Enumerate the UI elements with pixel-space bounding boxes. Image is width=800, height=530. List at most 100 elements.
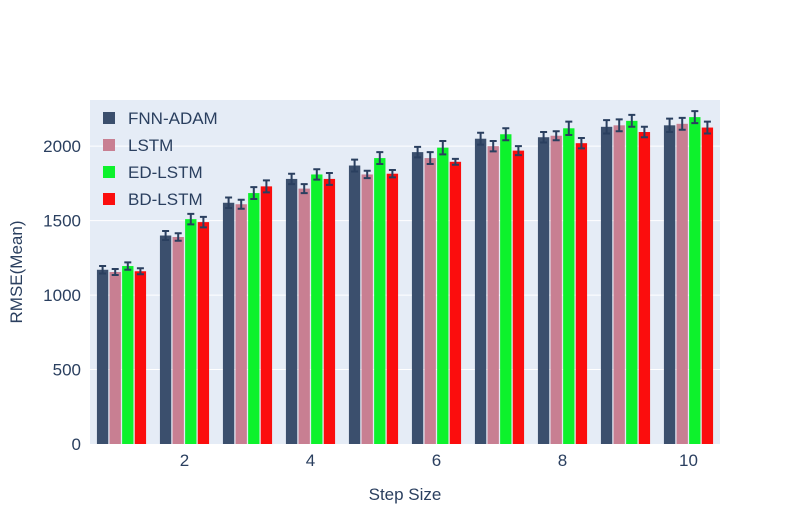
y-tick-label: 0 — [72, 435, 81, 454]
bar-lstm — [298, 188, 310, 444]
error-bar — [174, 232, 182, 242]
bar-fnn-adam — [222, 202, 235, 444]
bar-bd-lstm — [575, 143, 588, 444]
bars — [96, 117, 714, 445]
error-bar — [300, 183, 308, 195]
bar-ed-lstm — [185, 219, 197, 444]
x-tick-label: 4 — [306, 451, 315, 470]
error-bar — [540, 131, 548, 144]
x-axis-ticks: 2 4 6 8 10 — [180, 451, 698, 470]
bar-ed-lstm — [563, 128, 575, 444]
error-bar — [237, 198, 245, 210]
legend-swatch — [103, 166, 115, 178]
bar-bd-lstm — [323, 178, 336, 445]
error-bar — [325, 171, 333, 186]
error-bar — [451, 157, 459, 166]
bar-ed-lstm — [311, 174, 323, 445]
legend-swatch — [103, 193, 115, 205]
bar-bd-lstm — [197, 222, 210, 444]
bar-lstm — [424, 158, 436, 444]
bar-bd-lstm — [260, 186, 273, 444]
bar-ed-lstm — [689, 117, 701, 444]
bar-ed-lstm — [500, 134, 512, 444]
x-tick-label: 10 — [679, 451, 698, 470]
legend-swatch — [103, 112, 115, 124]
error-bar — [678, 116, 686, 131]
error-bar — [552, 130, 560, 142]
error-bar — [388, 168, 396, 179]
bar-bd-lstm — [134, 271, 147, 444]
bar-fnn-adam — [348, 165, 361, 444]
legend-item: LSTM — [103, 136, 173, 155]
error-bar — [111, 268, 119, 276]
error-bar — [351, 158, 359, 173]
bar-ed-lstm — [437, 147, 449, 444]
bar-fnn-adam — [285, 178, 298, 445]
error-bar — [376, 151, 384, 166]
legend-item: ED-LSTM — [103, 163, 203, 182]
x-tick-label: 2 — [180, 451, 189, 470]
bar-lstm — [550, 135, 562, 444]
error-bar — [288, 172, 296, 186]
error-bar — [124, 261, 132, 271]
legend-label: BD-LSTM — [128, 190, 203, 209]
y-tick-label: 1000 — [43, 286, 81, 305]
y-tick-label: 2000 — [43, 137, 81, 156]
y-tick-label: 1500 — [43, 212, 81, 231]
x-axis-title: Step Size — [369, 485, 442, 504]
error-bar — [225, 196, 233, 209]
legend-label: FNN-ADAM — [128, 109, 218, 128]
y-axis-title: RMSE(Mean) — [7, 221, 26, 324]
error-bar — [628, 113, 636, 128]
bar-bd-lstm — [512, 150, 525, 445]
legend: FNN-ADAM LSTM ED-LSTM BD-LSTM — [103, 109, 218, 209]
bar-lstm — [235, 204, 247, 444]
bar-fnn-adam — [159, 235, 172, 444]
error-bar — [640, 125, 648, 139]
bar-bd-lstm — [386, 173, 399, 444]
bar-fnn-adam — [537, 137, 550, 444]
x-tick-label: 6 — [432, 451, 441, 470]
legend-label: ED-LSTM — [128, 163, 203, 182]
error-bar — [313, 168, 321, 181]
y-tick-label: 500 — [53, 361, 81, 380]
error-bar — [615, 118, 623, 133]
error-bar — [187, 212, 195, 226]
bar-fnn-adam — [96, 269, 109, 444]
bar-ed-lstm — [122, 266, 134, 444]
x-tick-label: 8 — [558, 451, 567, 470]
bar-lstm — [676, 123, 688, 444]
legend-item: BD-LSTM — [103, 190, 203, 209]
bar-lstm — [487, 146, 499, 445]
error-bar — [162, 230, 170, 241]
bar-ed-lstm — [374, 158, 386, 444]
error-bar — [577, 136, 585, 150]
bar-lstm — [613, 125, 625, 445]
bar-ed-lstm — [248, 193, 260, 444]
bar-bd-lstm — [638, 132, 651, 444]
error-bar — [489, 139, 497, 153]
legend-label: LSTM — [128, 136, 173, 155]
bar-fnn-adam — [600, 126, 613, 445]
bar-lstm — [361, 174, 373, 445]
error-bar — [426, 151, 434, 166]
error-bar — [439, 139, 447, 156]
error-bars — [99, 110, 711, 276]
error-bar — [363, 169, 371, 180]
error-bar — [691, 110, 699, 125]
error-bar — [136, 267, 144, 276]
error-bar — [703, 120, 711, 135]
error-bar — [666, 117, 674, 134]
error-bar — [414, 145, 422, 159]
bar-lstm — [109, 272, 121, 444]
bar-fnn-adam — [411, 152, 424, 444]
plot-area — [90, 100, 720, 444]
error-bar — [99, 265, 107, 275]
y-axis-ticks: 0 500 1000 1500 2000 — [43, 137, 81, 454]
error-bar — [514, 145, 522, 157]
bar-fnn-adam — [663, 125, 676, 445]
error-bar — [477, 131, 485, 146]
bar-bd-lstm — [449, 161, 462, 444]
